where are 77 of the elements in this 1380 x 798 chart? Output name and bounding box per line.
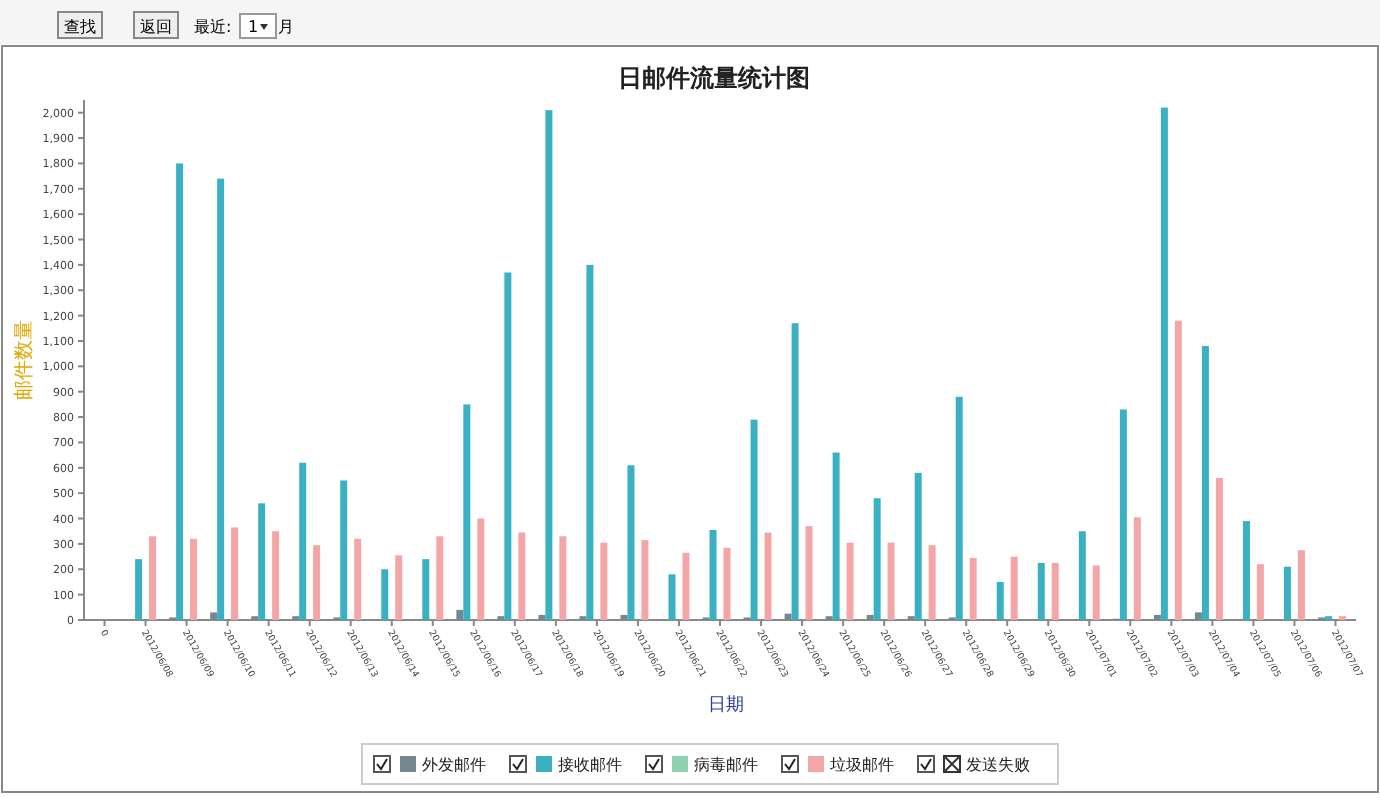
bar	[928, 545, 936, 620]
bar	[723, 547, 731, 620]
y-axis-title: 邮件数量	[12, 320, 36, 400]
bar	[545, 110, 553, 620]
bar	[1174, 320, 1182, 620]
bar	[231, 527, 239, 620]
text: 最近:	[194, 18, 232, 36]
bar	[682, 552, 690, 620]
bar	[504, 272, 512, 620]
bar	[1010, 556, 1018, 620]
bar	[641, 540, 649, 620]
bar	[1297, 550, 1305, 620]
bar	[791, 323, 799, 620]
bar	[299, 462, 307, 620]
bar	[381, 569, 389, 620]
bar	[1194, 612, 1202, 620]
bar	[463, 404, 471, 620]
bar	[1283, 566, 1291, 620]
legend-label: 发送失败	[966, 756, 1030, 774]
bar	[832, 452, 840, 620]
bar	[887, 542, 895, 620]
bar	[1133, 517, 1141, 620]
legend-label: 外发邮件	[422, 756, 486, 774]
bar	[210, 612, 218, 620]
text: 查找	[64, 18, 96, 36]
bar	[395, 555, 403, 620]
bar	[422, 559, 430, 620]
bar	[340, 480, 348, 620]
bar	[1160, 107, 1168, 620]
bar	[600, 542, 608, 620]
bar	[313, 545, 321, 620]
bar	[258, 503, 266, 620]
bar	[436, 536, 444, 620]
bar	[1092, 565, 1100, 620]
bar	[627, 465, 635, 620]
bar	[176, 163, 184, 620]
bar	[784, 613, 792, 620]
legend-label: 垃圾邮件	[828, 756, 894, 774]
bar	[1037, 562, 1045, 620]
chart-title: 日邮件流量统计图	[618, 64, 810, 92]
bar	[217, 178, 225, 620]
bar	[866, 614, 874, 620]
bar	[1256, 564, 1264, 620]
bar	[709, 529, 717, 620]
legend-label: 病毒邮件	[694, 756, 758, 774]
bar	[1119, 409, 1127, 620]
bar	[1242, 521, 1250, 620]
bar	[477, 518, 485, 620]
bar	[518, 532, 526, 620]
bar	[805, 526, 813, 620]
bar	[149, 536, 157, 620]
bar	[750, 419, 758, 620]
bar	[873, 498, 881, 620]
text: 月	[278, 18, 294, 36]
bar	[1153, 614, 1161, 620]
bar	[1201, 346, 1209, 620]
bar	[135, 559, 143, 620]
bar	[559, 536, 567, 620]
bar	[1051, 562, 1059, 620]
bar	[620, 614, 628, 620]
bar	[456, 609, 464, 620]
bar	[996, 581, 1004, 620]
legend-label: 接收邮件	[558, 756, 622, 774]
bar	[586, 264, 594, 620]
x-axis-title: 日期	[708, 694, 744, 716]
bar	[272, 531, 280, 620]
bar	[955, 396, 963, 620]
bar	[969, 557, 977, 620]
bar	[1215, 477, 1223, 620]
bar	[190, 538, 198, 620]
text: 返回	[140, 18, 172, 36]
text: 1	[248, 18, 259, 36]
bar	[354, 538, 362, 620]
bar	[914, 472, 922, 620]
bar	[846, 542, 854, 620]
bar	[1078, 531, 1086, 620]
bar	[538, 614, 546, 620]
